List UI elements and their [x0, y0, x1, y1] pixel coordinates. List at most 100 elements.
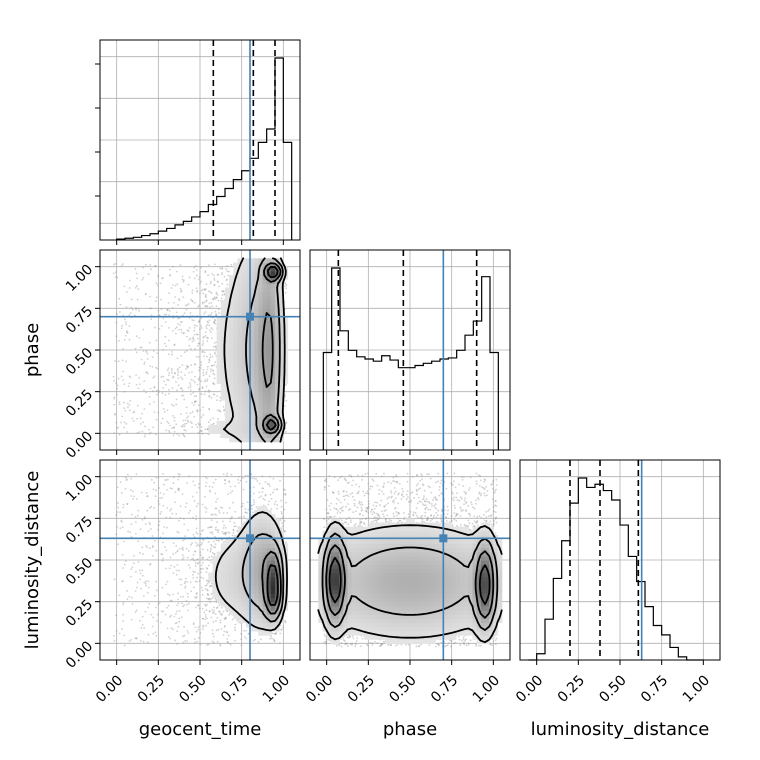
sample-point: [221, 520, 224, 523]
sample-point: [160, 376, 163, 378]
sample-point: [195, 325, 198, 327]
density-cell: [270, 366, 276, 372]
sample-point: [140, 346, 143, 349]
sample-point: [199, 632, 202, 634]
sample-point: [197, 432, 200, 435]
sample-point: [195, 593, 198, 595]
sample-point: [244, 511, 247, 514]
sample-point: [168, 567, 171, 570]
density-cell: [447, 539, 453, 544]
sample-point: [426, 519, 428, 522]
density-cell: [464, 585, 469, 590]
density-cell: [455, 589, 461, 594]
sample-point: [380, 643, 383, 646]
density-cell: [397, 597, 403, 603]
sample-point: [219, 396, 222, 399]
density-cell: [385, 560, 390, 565]
sample-point: [355, 640, 358, 642]
sample-point: [143, 581, 146, 584]
sample-point: [452, 642, 455, 645]
density-cell: [229, 560, 234, 565]
sample-point: [148, 432, 151, 435]
sample-point: [274, 500, 277, 503]
density-cell: [237, 429, 243, 434]
sample-point: [178, 434, 180, 437]
sample-point: [165, 345, 168, 348]
sample-point: [215, 313, 218, 316]
sample-point: [152, 376, 155, 379]
density-cell: [225, 345, 230, 351]
sample-point: [356, 637, 359, 640]
density-cell: [216, 333, 222, 339]
sample-point: [210, 616, 213, 619]
sample-point: [366, 492, 369, 495]
density-cell: [485, 564, 490, 569]
density-cell: [489, 576, 494, 582]
density-cell: [266, 593, 272, 599]
density-cell: [493, 593, 499, 599]
sample-point: [366, 643, 368, 646]
sample-point: [127, 530, 130, 533]
sample-point: [175, 613, 177, 616]
density-cell: [426, 589, 432, 594]
sample-point: [155, 300, 157, 302]
sample-point: [178, 366, 181, 369]
density-cell: [497, 589, 503, 594]
density-cell: [410, 539, 415, 544]
density-cell: [464, 610, 469, 615]
sample-point: [340, 507, 343, 509]
y-tick-label: 0.75: [63, 513, 96, 546]
sample-point: [251, 477, 254, 480]
density-cell: [439, 635, 444, 640]
density-cell: [493, 622, 499, 628]
sample-point: [343, 521, 346, 524]
sample-point: [218, 409, 220, 411]
sample-point: [495, 488, 497, 491]
sample-point: [494, 517, 497, 519]
sample-point: [208, 597, 211, 600]
density-cell: [254, 626, 259, 632]
density-cell: [430, 593, 436, 599]
sample-point: [218, 509, 220, 512]
sample-point: [131, 566, 134, 569]
density-cell: [397, 610, 403, 615]
sample-point: [182, 332, 185, 335]
y-tick-label: 0.50: [63, 345, 96, 378]
sample-point: [204, 335, 207, 337]
density-cell: [405, 585, 411, 590]
density-cell: [254, 341, 259, 347]
sample-point: [421, 498, 424, 501]
sample-point: [163, 410, 166, 413]
sample-point: [195, 269, 198, 271]
sample-point: [204, 495, 206, 498]
sample-point: [416, 474, 418, 477]
sample-point: [223, 625, 226, 628]
density-cell: [216, 580, 222, 586]
sample-point: [246, 501, 249, 504]
sample-point: [150, 613, 153, 616]
sample-point: [198, 342, 201, 345]
density-cell: [335, 576, 340, 582]
sample-point: [225, 531, 227, 534]
density-cell: [279, 350, 284, 355]
density-cell: [426, 622, 432, 628]
sample-point: [174, 332, 177, 335]
sample-point: [194, 580, 197, 583]
density-cell: [266, 404, 272, 409]
density-cell: [237, 358, 243, 364]
sample-point: [175, 545, 178, 547]
sample-point: [480, 492, 483, 495]
density-cell: [497, 585, 503, 590]
sample-point: [205, 609, 208, 611]
density-cell: [485, 601, 490, 607]
sample-point: [465, 509, 467, 512]
density-cell: [241, 295, 247, 301]
sample-point: [207, 580, 210, 583]
sample-point: [285, 421, 288, 424]
density-cell: [275, 539, 280, 544]
sample-point: [138, 569, 141, 572]
sample-point: [210, 543, 213, 546]
sample-point: [218, 312, 221, 314]
density-cell: [376, 630, 382, 636]
density-cell: [266, 400, 272, 405]
